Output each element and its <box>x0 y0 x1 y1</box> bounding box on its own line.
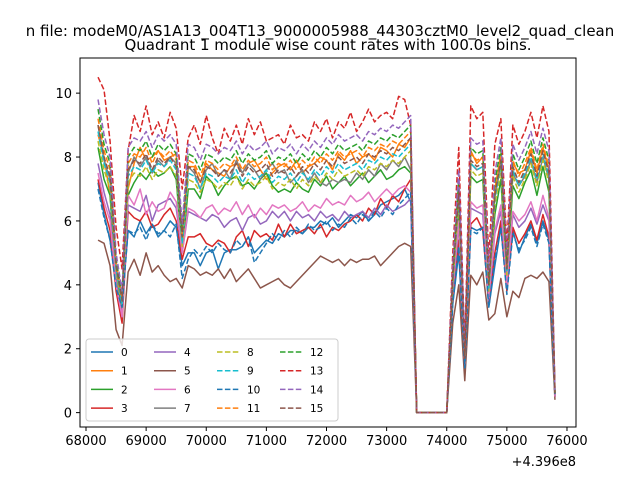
x-tick-label: 71000 <box>246 434 287 449</box>
legend-label-14: 14 <box>310 384 324 396</box>
legend-label-9: 9 <box>247 366 254 378</box>
figure-suptitle: n file: modeM0/AS1A13_004T13_9000005988_… <box>26 22 615 41</box>
y-tick-label: 4 <box>64 279 72 294</box>
legend-label-15: 15 <box>310 403 323 415</box>
series-line-6 <box>97 172 556 414</box>
series-line-4 <box>97 163 556 414</box>
legend-label-12: 12 <box>310 347 323 359</box>
x-axis: 68000 69000 70000 71000 72000 73000 74000 75000… <box>65 427 588 449</box>
legend-box <box>85 338 339 422</box>
y-axis: 0 2 4 6 8 10 <box>55 87 80 422</box>
y-tick-label: 0 <box>64 407 72 422</box>
legend-label-3: 3 <box>121 403 128 415</box>
legend-label-7: 7 <box>184 403 191 415</box>
series-line-9 <box>97 131 556 414</box>
legend-label-5: 5 <box>184 366 191 378</box>
series-line-12 <box>97 108 556 414</box>
series-line-5 <box>97 239 556 414</box>
x-tick-label: 76000 <box>546 434 587 449</box>
series-layer <box>97 76 556 414</box>
series-line-3 <box>97 178 556 414</box>
legend-label-1: 1 <box>121 366 128 378</box>
series-line-11 <box>97 118 556 414</box>
y-tick-label: 6 <box>64 215 72 230</box>
series-line-0 <box>97 182 556 414</box>
legend-label-8: 8 <box>247 347 254 359</box>
x-tick-label: 68000 <box>65 434 106 449</box>
series-line-2 <box>97 147 556 414</box>
x-axis-offset-label: +4.396e8 <box>512 455 576 470</box>
legend-label-13: 13 <box>310 366 323 378</box>
series-line-8 <box>97 140 556 414</box>
x-tick-label: 72000 <box>306 434 347 449</box>
x-tick-label: 69000 <box>125 434 166 449</box>
legend-label-2: 2 <box>121 384 128 396</box>
y-tick-label: 8 <box>64 151 72 166</box>
plot-area-frame <box>79 57 577 428</box>
x-tick-label: 75000 <box>486 434 527 449</box>
legend-label-6: 6 <box>184 384 191 396</box>
legend-label-10: 10 <box>247 384 260 396</box>
legend-label-0: 0 <box>121 347 128 359</box>
x-tick-label: 74000 <box>426 434 467 449</box>
series-line-14 <box>97 99 556 414</box>
x-tick-label: 70000 <box>186 434 227 449</box>
series-line-15 <box>97 124 556 414</box>
x-tick-label: 73000 <box>366 434 407 449</box>
y-tick-label: 2 <box>64 343 72 358</box>
legend-label-4: 4 <box>184 347 191 359</box>
legend-label-11: 11 <box>247 403 260 415</box>
chart-title: Quadrant 1 module wise count rates with … <box>124 36 531 54</box>
y-tick-label: 10 <box>55 87 72 102</box>
series-line-10 <box>97 188 556 414</box>
